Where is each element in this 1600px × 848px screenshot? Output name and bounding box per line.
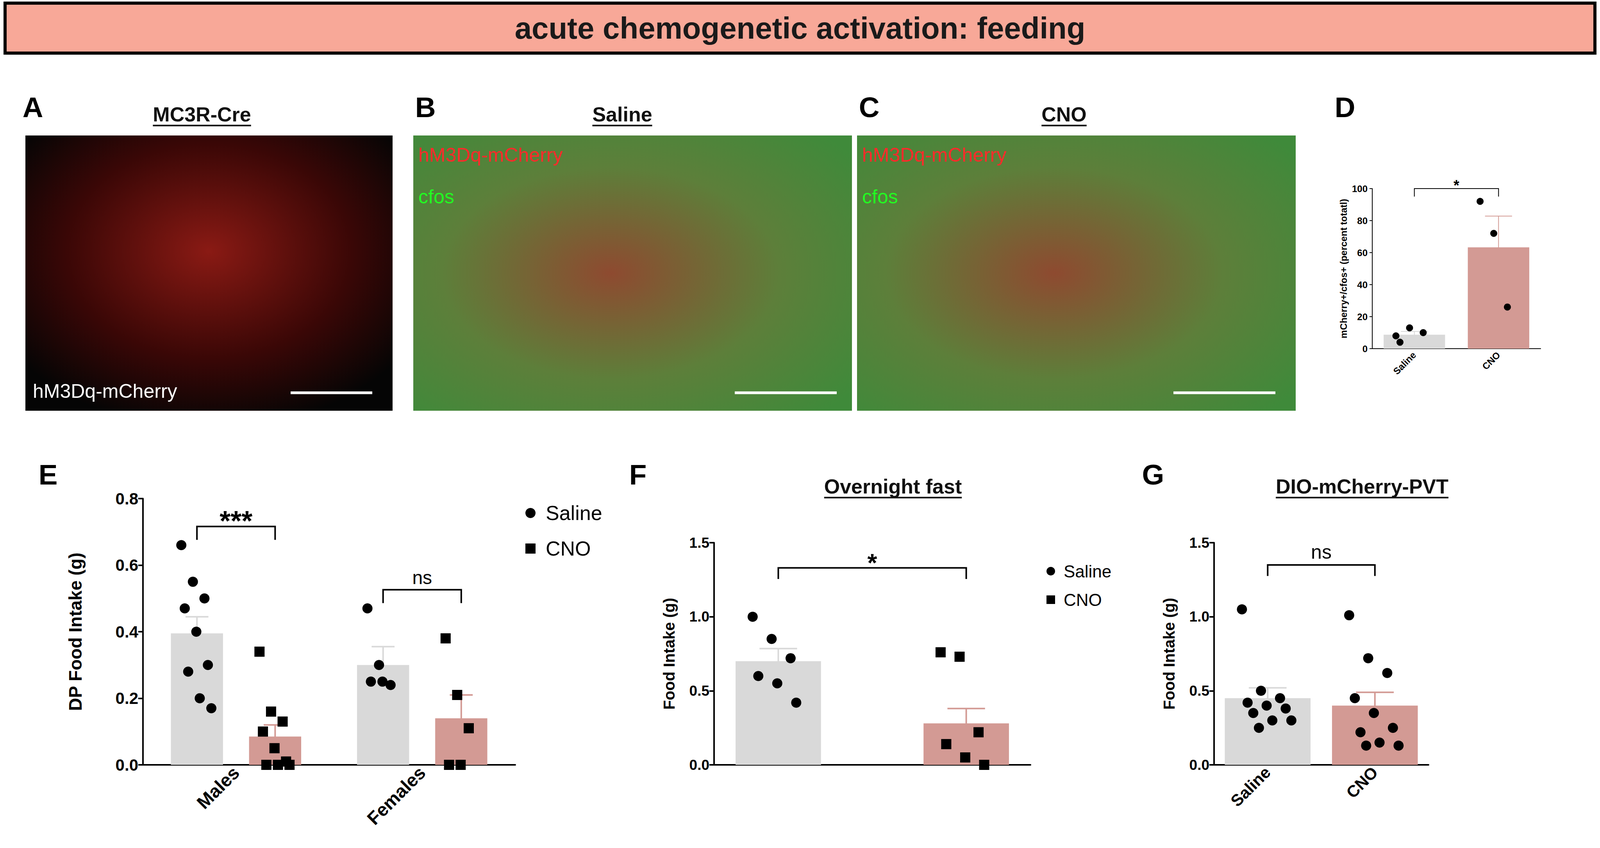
svg-text:mCherry+/cfos+ (percent totatl: mCherry+/cfos+ (percent totatl) — [1338, 198, 1349, 339]
svg-text:1.5: 1.5 — [1189, 535, 1210, 552]
svg-text:1.0: 1.0 — [1189, 608, 1210, 625]
svg-text:Saline: Saline — [592, 103, 652, 126]
svg-text:0.5: 0.5 — [1189, 683, 1210, 700]
svg-text:***: *** — [219, 505, 253, 537]
svg-text:DP Food Intake (g): DP Food Intake (g) — [65, 552, 86, 712]
svg-text:F: F — [629, 458, 647, 491]
svg-text:hM3Dq-mCherry: hM3Dq-mCherry — [862, 144, 1007, 167]
svg-text:E: E — [38, 458, 58, 491]
svg-text:Females: Females — [362, 762, 430, 829]
svg-text:CNO: CNO — [1063, 590, 1102, 610]
svg-text:G: G — [1142, 458, 1165, 491]
svg-text:1.5: 1.5 — [689, 535, 710, 552]
svg-text:cfos: cfos — [862, 185, 899, 208]
svg-text:0: 0 — [1362, 343, 1368, 355]
svg-text:Saline: Saline — [1391, 349, 1418, 377]
svg-text:*: * — [867, 549, 878, 578]
svg-text:B: B — [415, 91, 436, 124]
svg-text:*: * — [1453, 177, 1460, 194]
svg-text:CNO: CNO — [1342, 763, 1382, 802]
svg-text:0.5: 0.5 — [689, 683, 710, 700]
svg-text:hM3Dq-mCherry: hM3Dq-mCherry — [32, 380, 178, 403]
svg-text:CNO: CNO — [1480, 349, 1503, 372]
svg-text:CNO: CNO — [1041, 103, 1087, 126]
svg-text:60: 60 — [1357, 247, 1368, 259]
svg-text:DIO-mCherry-PVT: DIO-mCherry-PVT — [1275, 475, 1449, 499]
svg-text:CNO: CNO — [545, 537, 592, 561]
svg-text:ns: ns — [1310, 541, 1332, 564]
svg-text:Saline: Saline — [1063, 562, 1112, 582]
svg-text:Food Intake (g): Food Intake (g) — [660, 598, 678, 711]
svg-text:acute chemogenetic activation:: acute chemogenetic activation: feeding — [514, 10, 1086, 46]
svg-text:0.0: 0.0 — [1189, 757, 1210, 774]
svg-text:40: 40 — [1357, 279, 1368, 291]
svg-text:ns: ns — [412, 567, 433, 589]
svg-text:hM3Dq-mCherry: hM3Dq-mCherry — [418, 144, 563, 167]
svg-text:MC3R-Cre: MC3R-Cre — [152, 103, 251, 126]
svg-text:100: 100 — [1351, 183, 1368, 195]
svg-text:0.4: 0.4 — [115, 623, 139, 642]
svg-text:1.0: 1.0 — [689, 608, 710, 625]
svg-text:Males: Males — [192, 762, 244, 814]
svg-text:20: 20 — [1357, 311, 1368, 323]
svg-text:0.8: 0.8 — [115, 489, 139, 509]
svg-text:Overnight fast: Overnight fast — [824, 475, 963, 499]
svg-text:D: D — [1334, 91, 1356, 124]
svg-text:0.0: 0.0 — [115, 756, 139, 775]
svg-text:cfos: cfos — [418, 185, 455, 208]
svg-text:0.0: 0.0 — [689, 757, 710, 774]
svg-text:Saline: Saline — [1226, 763, 1275, 811]
svg-text:Saline: Saline — [545, 501, 603, 525]
svg-text:0.6: 0.6 — [115, 556, 139, 575]
svg-text:80: 80 — [1357, 215, 1368, 227]
svg-text:A: A — [22, 91, 44, 124]
svg-text:0.2: 0.2 — [115, 689, 139, 708]
svg-text:Food Intake (g): Food Intake (g) — [1160, 598, 1178, 711]
svg-text:C: C — [858, 91, 880, 124]
